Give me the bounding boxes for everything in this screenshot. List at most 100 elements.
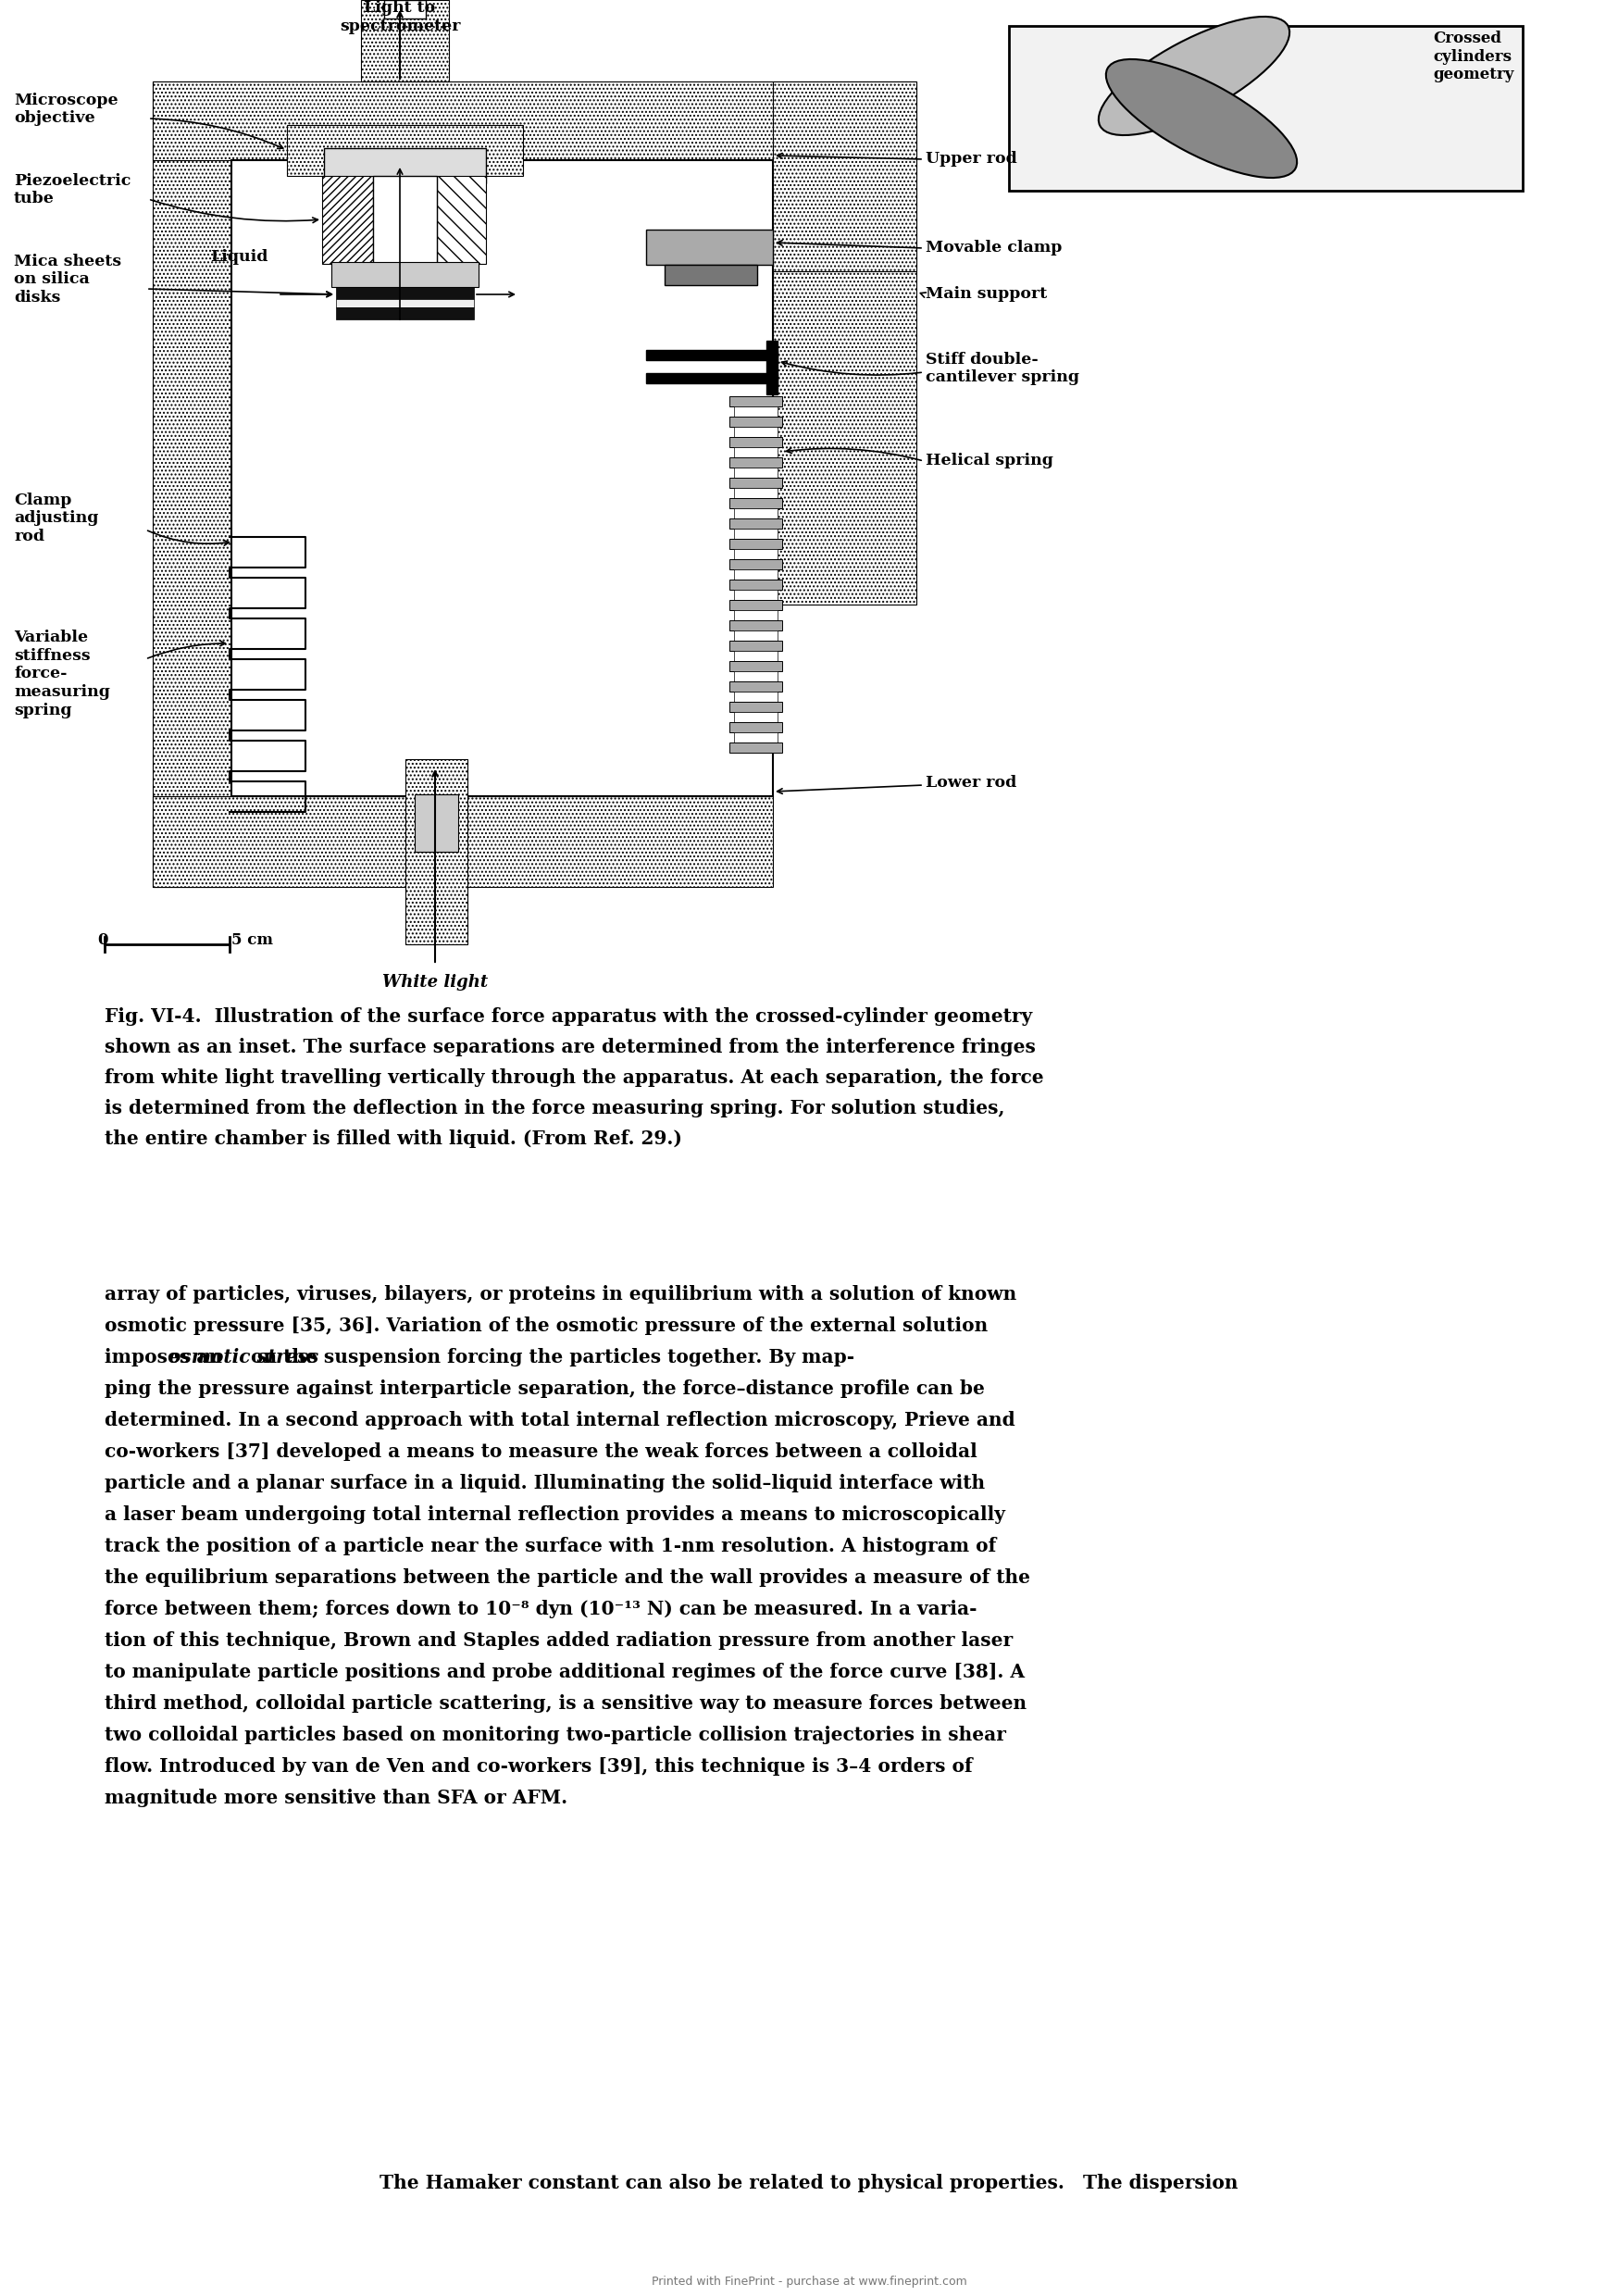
Text: Clamp
adjusting
rod: Clamp adjusting rod xyxy=(15,491,99,544)
Bar xyxy=(730,579,781,590)
Bar xyxy=(735,631,778,641)
Text: Upper rod: Upper rod xyxy=(925,152,1018,168)
Bar xyxy=(735,489,778,498)
Bar xyxy=(332,262,479,287)
Text: Crossed
cylinders
geometry: Crossed cylinders geometry xyxy=(1434,30,1514,83)
Text: osmotic pressure [35, 36]. Variation of the osmotic pressure of the external sol: osmotic pressure [35, 36]. Variation of … xyxy=(105,1316,989,1334)
Bar xyxy=(730,397,781,406)
Bar xyxy=(324,149,485,184)
Text: a laser beam undergoing total internal reflection provides a means to microscopi: a laser beam undergoing total internal r… xyxy=(105,1506,1005,1525)
Bar xyxy=(374,177,437,264)
Bar xyxy=(773,80,916,604)
Bar xyxy=(383,0,426,18)
Bar xyxy=(735,406,778,416)
Text: two colloidal particles based on monitoring two-particle collision trajectories : two colloidal particles based on monitor… xyxy=(105,1727,1006,1745)
Bar xyxy=(767,340,778,395)
Ellipse shape xyxy=(1099,16,1290,135)
Text: to manipulate particle positions and probe additional regimes of the force curve: to manipulate particle positions and pro… xyxy=(105,1662,1024,1681)
Bar xyxy=(152,797,773,886)
Bar xyxy=(1010,25,1523,191)
Bar xyxy=(646,349,778,360)
Text: osmotic stress: osmotic stress xyxy=(168,1348,319,1366)
Ellipse shape xyxy=(1107,60,1298,177)
Text: Helical spring: Helical spring xyxy=(925,452,1053,468)
Bar xyxy=(337,287,474,298)
Bar xyxy=(735,528,778,540)
Bar xyxy=(730,682,781,691)
Text: tion of this technique, Brown and Staples added radiation pressure from another : tion of this technique, Brown and Staple… xyxy=(105,1630,1013,1651)
Bar xyxy=(735,427,778,436)
Bar xyxy=(730,641,781,650)
Bar xyxy=(322,177,374,264)
Text: Liquid: Liquid xyxy=(210,250,267,266)
Bar xyxy=(735,549,778,560)
Bar xyxy=(735,732,778,742)
Text: determined. In a second approach with total internal reflection microscopy, Prie: determined. In a second approach with to… xyxy=(105,1412,1014,1430)
Text: array of particles, viruses, bilayers, or proteins in equilibrium with a solutio: array of particles, viruses, bilayers, o… xyxy=(105,1286,1016,1304)
Bar xyxy=(231,161,773,797)
Text: flow. Introduced by van de Ven and co-workers [39], this technique is 3–4 orders: flow. Introduced by van de Ven and co-wo… xyxy=(105,1756,972,1775)
Text: magnitude more sensitive than SFA or AFM.: magnitude more sensitive than SFA or AFM… xyxy=(105,1789,568,1807)
Bar xyxy=(730,498,781,507)
Bar xyxy=(730,620,781,631)
Text: Main support: Main support xyxy=(925,287,1047,303)
Text: Stiff double-
cantilever spring: Stiff double- cantilever spring xyxy=(925,351,1079,386)
Bar xyxy=(730,742,781,753)
Text: ping the pressure against interparticle separation, the force–distance profile c: ping the pressure against interparticle … xyxy=(105,1380,985,1398)
Text: Lower rod: Lower rod xyxy=(925,774,1016,790)
Text: Printed with FinePrint - purchase at www.fineprint.com: Printed with FinePrint - purchase at www… xyxy=(652,2275,966,2287)
Text: is determined from the deflection in the force measuring spring. For solution st: is determined from the deflection in the… xyxy=(105,1100,1005,1118)
Text: Fig. VI-4.  Illustration of the surface force apparatus with the crossed-cylinde: Fig. VI-4. Illustration of the surface f… xyxy=(105,1008,1032,1026)
Bar xyxy=(730,703,781,712)
Text: track the position of a particle near the surface with 1-nm resolution. A histog: track the position of a particle near th… xyxy=(105,1536,997,1554)
Bar xyxy=(730,436,781,448)
Text: The Hamaker constant can also be related to physical properties. The dispersion: The Hamaker constant can also be related… xyxy=(380,2174,1238,2193)
Text: co-workers [37] developed a means to measure the weak forces between a colloidal: co-workers [37] developed a means to mea… xyxy=(105,1442,977,1460)
Bar xyxy=(730,599,781,611)
Text: the entire chamber is filled with liquid. (From Ref. 29.): the entire chamber is filled with liquid… xyxy=(105,1130,683,1148)
Bar xyxy=(646,230,773,264)
Bar xyxy=(730,540,781,549)
Bar xyxy=(735,569,778,579)
Bar xyxy=(735,507,778,519)
Bar xyxy=(735,468,778,478)
Text: Piezoelectric
tube: Piezoelectric tube xyxy=(15,172,131,207)
Text: force between them; forces down to 10⁻⁸ dyn (10⁻¹³ N) can be measured. In a vari: force between them; forces down to 10⁻⁸ … xyxy=(105,1600,977,1619)
Bar xyxy=(730,560,781,569)
Bar xyxy=(152,80,231,886)
Bar xyxy=(730,723,781,732)
Text: from white light travelling vertically through the apparatus. At each separation: from white light travelling vertically t… xyxy=(105,1068,1044,1086)
Text: 0: 0 xyxy=(97,932,108,948)
Bar xyxy=(665,264,757,285)
Bar xyxy=(730,416,781,427)
Bar xyxy=(735,611,778,620)
Text: Variable
stiffness
force-
measuring
spring: Variable stiffness force- measuring spri… xyxy=(15,629,110,719)
Text: Mica sheets
on silica
disks: Mica sheets on silica disks xyxy=(15,253,121,305)
Text: third method, colloidal particle scattering, is a sensitive way to measure force: third method, colloidal particle scatter… xyxy=(105,1694,1027,1713)
Text: Light to
spectrometer: Light to spectrometer xyxy=(340,0,460,34)
Bar xyxy=(730,519,781,528)
Bar xyxy=(337,298,474,308)
Bar xyxy=(735,590,778,599)
Text: Microscope
objective: Microscope objective xyxy=(15,92,118,126)
Text: Movable clamp: Movable clamp xyxy=(925,241,1061,255)
Bar xyxy=(286,124,523,177)
Text: on the suspension forcing the particles together. By map-: on the suspension forcing the particles … xyxy=(244,1348,854,1366)
Text: White light: White light xyxy=(382,974,489,990)
Text: imposes an: imposes an xyxy=(105,1348,228,1366)
Bar xyxy=(730,661,781,670)
Bar xyxy=(646,372,778,383)
Text: the equilibrium separations between the particle and the wall provides a measure: the equilibrium separations between the … xyxy=(105,1568,1031,1587)
Bar xyxy=(735,691,778,703)
Text: particle and a planar surface in a liquid. Illuminating the solid–liquid interfa: particle and a planar surface in a liqui… xyxy=(105,1474,985,1492)
Text: shown as an inset. The surface separations are determined from the interference : shown as an inset. The surface separatio… xyxy=(105,1038,1036,1056)
Bar xyxy=(735,670,778,682)
Text: 5 cm: 5 cm xyxy=(231,932,273,948)
Bar xyxy=(361,0,448,80)
Bar xyxy=(337,308,474,319)
Bar xyxy=(773,80,916,271)
Bar xyxy=(437,177,485,264)
Bar xyxy=(414,794,458,852)
Bar xyxy=(406,760,468,944)
Bar xyxy=(730,457,781,468)
